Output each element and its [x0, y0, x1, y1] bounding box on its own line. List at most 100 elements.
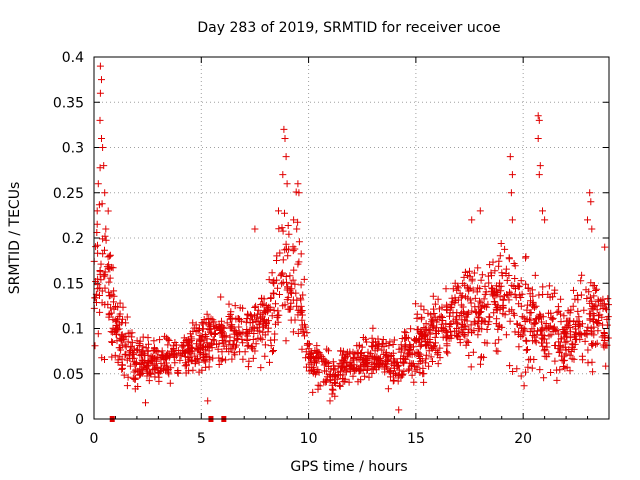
data-point	[413, 314, 421, 322]
data-point	[549, 314, 557, 322]
data-point	[499, 296, 507, 304]
data-point	[334, 362, 342, 370]
data-point	[284, 283, 292, 291]
data-point	[478, 325, 486, 333]
data-point	[164, 349, 172, 357]
data-point	[295, 258, 303, 266]
data-point	[267, 336, 275, 344]
data-point	[555, 307, 563, 315]
data-point	[314, 381, 322, 389]
data-point	[566, 334, 574, 342]
data-point	[374, 361, 382, 369]
data-point	[166, 379, 174, 387]
data-point	[101, 246, 108, 254]
data-point	[271, 330, 279, 338]
data-point	[524, 301, 532, 309]
data-point	[577, 277, 585, 285]
data-point	[602, 304, 610, 312]
data-point	[248, 342, 256, 350]
data-point	[593, 306, 601, 314]
data-point	[363, 338, 371, 346]
data-point	[560, 352, 568, 360]
data-point	[182, 337, 190, 345]
data-point	[115, 325, 123, 333]
data-point	[455, 329, 463, 337]
data-point	[531, 271, 539, 279]
data-point	[275, 225, 283, 233]
data-point	[145, 377, 153, 385]
data-point	[365, 373, 373, 381]
data-point	[515, 328, 523, 336]
data-point	[592, 287, 600, 294]
data-point	[461, 268, 469, 276]
data-point	[214, 345, 222, 353]
data-point	[480, 317, 488, 325]
data-point	[586, 189, 594, 197]
data-point	[321, 367, 328, 375]
data-point	[325, 371, 333, 379]
y-tick-label: 0	[75, 412, 84, 428]
data-point	[383, 358, 391, 365]
data-point	[256, 321, 263, 329]
data-point	[151, 346, 158, 354]
data-point	[106, 252, 114, 260]
data-point	[228, 323, 236, 331]
data-point	[463, 310, 471, 318]
data-point	[249, 336, 257, 343]
data-point	[510, 309, 518, 317]
data-point	[245, 357, 253, 365]
data-point	[281, 301, 289, 309]
data-point	[434, 349, 442, 356]
data-point	[191, 360, 199, 368]
data-point	[530, 356, 538, 363]
data-point	[484, 300, 492, 308]
data-point	[201, 331, 209, 338]
data-point	[110, 287, 118, 295]
data-point	[469, 286, 477, 294]
data-point	[145, 340, 152, 348]
data-point	[410, 378, 418, 386]
data-point	[590, 292, 598, 300]
data-point	[297, 250, 305, 258]
data-point	[454, 296, 462, 304]
data-point	[495, 257, 503, 265]
data-point	[139, 343, 147, 351]
data-point	[368, 334, 376, 342]
data-point	[105, 288, 113, 296]
data-point	[346, 367, 354, 375]
data-point	[320, 361, 328, 369]
data-point	[438, 320, 446, 328]
data-point	[467, 299, 475, 307]
data-point	[595, 317, 602, 324]
data-point	[259, 300, 267, 308]
data-point	[416, 329, 424, 337]
data-point	[579, 356, 587, 364]
data-point	[564, 307, 572, 315]
data-point	[534, 135, 542, 142]
y-tick-label: 0.35	[53, 95, 84, 111]
data-point	[522, 253, 530, 261]
x-tick-label: 10	[300, 431, 318, 447]
data-point	[257, 364, 265, 372]
data-point	[547, 369, 555, 376]
data-point	[424, 309, 432, 317]
data-point	[604, 295, 612, 303]
data-point	[404, 334, 412, 342]
data-point	[430, 305, 437, 313]
data-point	[459, 328, 467, 336]
data-point	[506, 362, 514, 370]
data-point	[285, 230, 293, 238]
data-point	[282, 273, 290, 280]
data-point	[126, 362, 134, 370]
data-point	[222, 338, 230, 346]
data-point	[453, 319, 461, 327]
data-point	[498, 272, 506, 280]
data-point	[101, 356, 108, 363]
data-point	[490, 309, 498, 317]
data-point	[527, 297, 534, 305]
data-point	[228, 355, 236, 363]
data-point	[289, 296, 297, 304]
data-point	[580, 306, 588, 314]
data-point	[439, 333, 447, 341]
data-point	[597, 302, 605, 310]
